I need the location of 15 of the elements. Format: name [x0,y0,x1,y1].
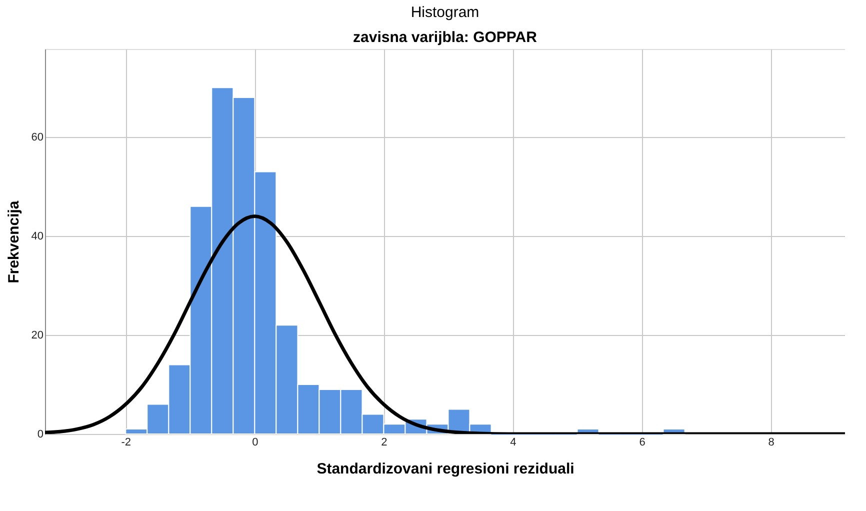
x-tick-label: 2 [381,436,388,448]
y-tick-label: 40 [31,230,44,243]
y-tick-label: 20 [31,330,44,342]
chart-title: Histogram [410,4,480,21]
x-tick-label: -2 [121,436,132,448]
y-axis-title: Frekvencija [5,200,22,284]
line-series [45,214,845,434]
x-tick-label: 6 [639,436,646,448]
y-tick-label: 60 [31,132,44,144]
y-tick-label: 0 [37,428,44,440]
x-tick-label: 8 [768,436,774,448]
x-tick-label: 0 [252,436,258,448]
x-tick-label: 4 [510,436,516,448]
chart-subtitle: zavisna varijbla: GOPPAR [353,29,538,46]
x-axis-title: Standardizovani regresioni reziduali [316,460,574,478]
